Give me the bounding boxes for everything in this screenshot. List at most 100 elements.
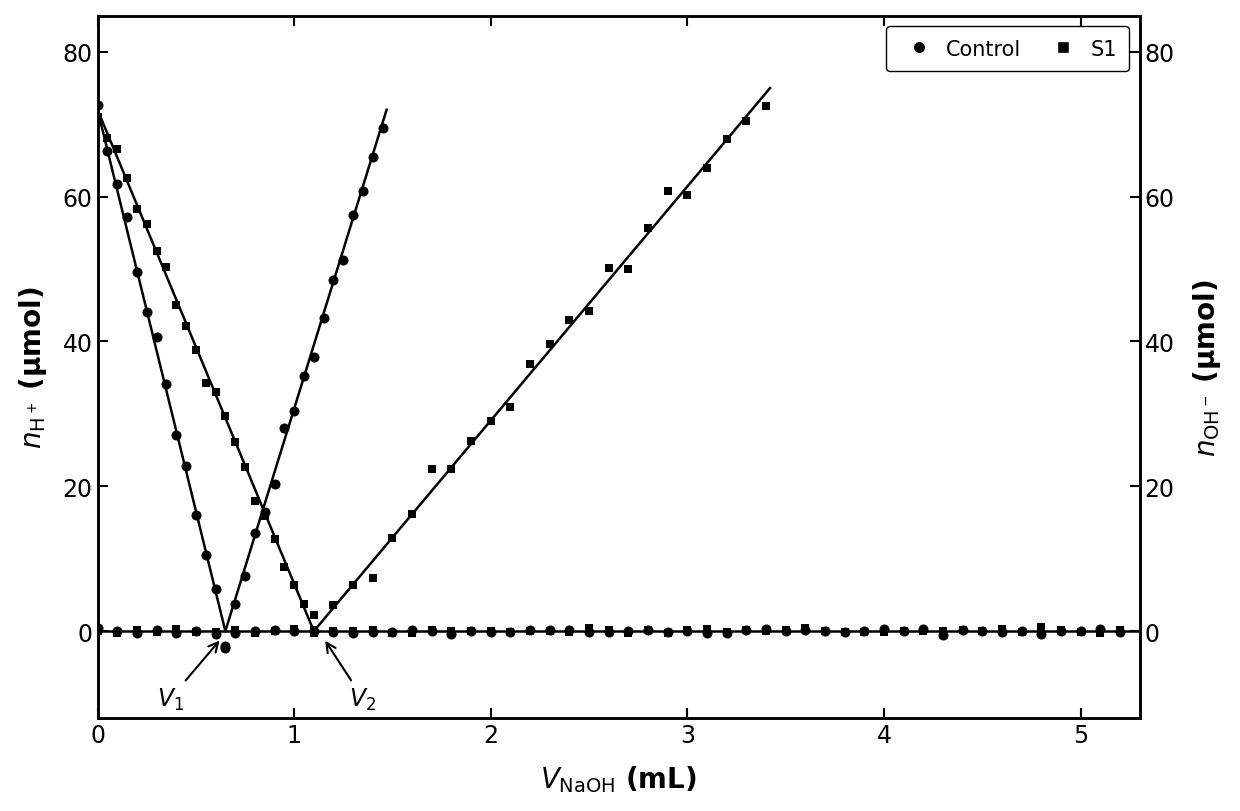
Point: [559, 624, 579, 637]
Point: [206, 628, 226, 641]
Point: [639, 222, 658, 235]
Point: [1012, 624, 1032, 637]
Point: [108, 144, 128, 157]
Point: [501, 626, 521, 639]
Point: [353, 186, 373, 199]
Point: [146, 246, 166, 259]
Point: [294, 598, 314, 611]
Point: [402, 508, 422, 521]
Point: [246, 627, 265, 640]
Point: [236, 461, 255, 474]
Point: [166, 623, 186, 636]
Point: [1071, 624, 1091, 637]
Point: [363, 572, 383, 585]
Point: [216, 410, 236, 423]
Point: [284, 405, 304, 418]
Point: [236, 570, 255, 583]
Point: [334, 254, 353, 267]
Point: [737, 115, 756, 128]
Point: [136, 307, 156, 320]
Point: [619, 624, 639, 637]
Point: [972, 624, 992, 637]
Point: [521, 624, 541, 637]
Point: [176, 320, 196, 333]
Point: [658, 625, 678, 638]
Point: [697, 626, 717, 639]
Point: [894, 625, 914, 638]
Text: $\mathit{V}_1$: $\mathit{V}_1$: [156, 642, 218, 712]
Point: [854, 624, 874, 637]
Y-axis label: $\mathit{n}_{\mathrm{OH}^-}\ \mathbf{(\mu mol)}$: $\mathit{n}_{\mathrm{OH}^-}\ \mathbf{(\m…: [1192, 279, 1224, 456]
Point: [176, 460, 196, 473]
Point: [216, 640, 236, 653]
Point: [226, 598, 246, 611]
Point: [481, 624, 501, 637]
Point: [254, 506, 274, 519]
Point: [815, 624, 835, 637]
Point: [88, 624, 108, 637]
Point: [599, 262, 619, 275]
Point: [481, 414, 501, 427]
Point: [639, 624, 658, 637]
Point: [934, 629, 954, 642]
Legend: Control, S1: Control, S1: [885, 27, 1130, 72]
Y-axis label: $\mathit{n}_{\mathrm{H}^+}\ \mathbf{(\mu mol)}$: $\mathit{n}_{\mathrm{H}^+}\ \mathbf{(\mu…: [16, 286, 48, 448]
Point: [481, 625, 501, 638]
Point: [166, 429, 186, 442]
Point: [756, 101, 776, 114]
Point: [108, 178, 128, 191]
Point: [539, 624, 559, 637]
Point: [216, 642, 236, 654]
Point: [934, 624, 954, 637]
Point: [1071, 626, 1091, 639]
Point: [972, 624, 992, 637]
Point: [1032, 628, 1052, 641]
Point: [422, 463, 441, 476]
Text: $\mathit{V}_2$: $\mathit{V}_2$: [326, 643, 377, 712]
Point: [246, 496, 265, 508]
Point: [992, 625, 1012, 638]
Point: [186, 344, 206, 357]
Point: [501, 401, 521, 414]
Point: [363, 151, 383, 164]
Point: [117, 172, 136, 185]
Point: [599, 625, 619, 638]
Point: [284, 623, 304, 636]
Point: [146, 624, 166, 637]
Point: [206, 582, 226, 595]
Point: [579, 622, 599, 635]
Point: [619, 627, 639, 640]
Point: [274, 561, 294, 574]
Point: [343, 624, 363, 637]
Point: [1090, 623, 1110, 636]
Point: [914, 624, 934, 637]
Point: [539, 624, 559, 637]
Point: [854, 626, 874, 639]
Point: [136, 218, 156, 231]
Point: [677, 189, 697, 202]
Point: [1032, 621, 1052, 634]
X-axis label: $\mathit{V}_\mathrm{NaOH}\ \mathbf{(mL)}$: $\mathit{V}_\mathrm{NaOH}\ \mathbf{(mL)}…: [541, 764, 697, 794]
Point: [1052, 625, 1071, 638]
Point: [835, 626, 854, 639]
Point: [874, 626, 894, 639]
Point: [304, 627, 324, 640]
Point: [108, 624, 128, 637]
Point: [1012, 625, 1032, 638]
Point: [1052, 624, 1071, 637]
Point: [196, 377, 216, 390]
Point: [166, 627, 186, 640]
Point: [126, 624, 146, 637]
Point: [776, 625, 796, 638]
Point: [658, 185, 678, 198]
Point: [677, 624, 697, 637]
Point: [579, 306, 599, 319]
Point: [314, 312, 334, 325]
Point: [88, 100, 108, 113]
Point: [246, 527, 265, 540]
Point: [324, 599, 343, 612]
Point: [756, 624, 776, 637]
Point: [461, 624, 481, 637]
Point: [441, 463, 461, 476]
Point: [776, 624, 796, 637]
